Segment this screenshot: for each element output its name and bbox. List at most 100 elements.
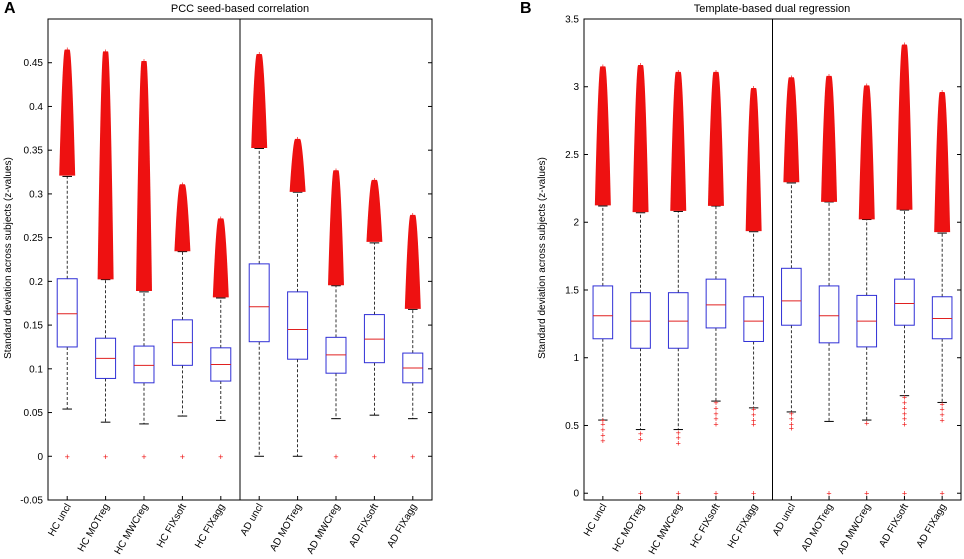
outlier-band-upper xyxy=(328,170,344,286)
outlier-marker: + xyxy=(180,191,185,201)
outlier-marker: + xyxy=(333,177,338,187)
outlier-marker: + xyxy=(751,89,756,99)
y-tick-label: -0.05 xyxy=(20,496,43,507)
outlier-marker-low: + xyxy=(751,410,756,420)
y-tick-label: 1.5 xyxy=(565,285,579,296)
box-iqr xyxy=(743,296,764,342)
outlier-marker: + xyxy=(257,49,262,59)
outlier-band-upper xyxy=(251,53,268,148)
y-tick-label: 0.05 xyxy=(24,408,44,419)
y-tick-label: 0 xyxy=(37,452,43,463)
outlier-marker: + xyxy=(65,45,70,55)
outlier-marker-low: + xyxy=(410,452,415,462)
outlier-marker: + xyxy=(372,187,377,197)
box-iqr xyxy=(781,267,802,326)
outlier-marker: + xyxy=(180,186,185,196)
y-tick-label: 0.3 xyxy=(29,189,43,200)
outlier-marker-low: + xyxy=(864,418,869,428)
outlier-marker: + xyxy=(713,79,718,89)
outlier-band-upper xyxy=(858,85,875,220)
outlier-marker-low: + xyxy=(902,393,907,403)
outlier-marker: + xyxy=(141,56,146,66)
outlier-marker: + xyxy=(257,55,262,65)
panel-letter-a: A xyxy=(4,0,16,17)
x-tick-label: HC MOTreg xyxy=(611,502,647,554)
outlier-band-upper xyxy=(707,71,724,206)
outlier-marker: + xyxy=(638,66,643,76)
outlier-marker: + xyxy=(333,172,338,182)
outlier-marker-low: + xyxy=(751,416,756,426)
outlier-marker: + xyxy=(141,68,146,78)
outlier-band-upper xyxy=(366,179,383,242)
box-iqr xyxy=(248,263,270,343)
outlier-marker: + xyxy=(826,71,831,81)
outlier-marker: + xyxy=(676,79,681,89)
outlier-marker: + xyxy=(751,84,756,94)
x-tick-label: AD uncl xyxy=(771,502,798,538)
outlier-marker: + xyxy=(600,68,605,78)
y-tick-label: 2 xyxy=(573,218,579,229)
y-tick-label: 0 xyxy=(573,489,579,500)
outlier-marker: + xyxy=(333,166,338,176)
outlier-marker-low: + xyxy=(902,420,907,430)
outlier-band-upper xyxy=(97,51,114,280)
outlier-marker-low: + xyxy=(638,489,643,499)
outlier-marker-low: + xyxy=(65,452,70,462)
outlier-marker-low: + xyxy=(600,420,605,430)
outlier-marker-low: + xyxy=(902,398,907,408)
outlier-marker: + xyxy=(789,84,794,94)
outlier-marker: + xyxy=(218,225,223,235)
y-tick-label: 0.5 xyxy=(565,421,579,432)
outlier-marker-low: + xyxy=(676,428,681,438)
outlier-marker-low: + xyxy=(902,409,907,419)
outlier-marker-low: + xyxy=(864,489,869,499)
outlier-marker: + xyxy=(257,61,262,71)
outlier-marker-low: + xyxy=(826,489,831,499)
outlier-band-upper xyxy=(404,214,421,309)
chart-title: Template-based dual regression xyxy=(694,3,851,15)
outlier-band-upper xyxy=(174,184,191,252)
outlier-marker-low: + xyxy=(600,416,605,426)
outlier-marker-low: + xyxy=(676,489,681,499)
chart-title: PCC seed-based correlation xyxy=(171,3,309,15)
outlier-marker: + xyxy=(372,175,377,185)
panel-letter-b: B xyxy=(520,0,532,17)
box-iqr xyxy=(630,292,651,349)
outlier-marker: + xyxy=(295,134,300,144)
outlier-marker: + xyxy=(864,87,869,97)
outlier-marker: + xyxy=(789,73,794,83)
outlier-marker-low: + xyxy=(372,452,377,462)
outlier-marker-low: + xyxy=(638,435,643,445)
outlier-marker-low: + xyxy=(218,452,223,462)
outlier-marker: + xyxy=(713,67,718,77)
outlier-marker-low: + xyxy=(141,452,146,462)
x-tick-label: HC FIXsoft xyxy=(689,502,723,550)
outlier-marker-low: + xyxy=(789,409,794,419)
y-tick-label: 0.15 xyxy=(24,321,44,332)
outlier-band-upper xyxy=(632,65,649,213)
outlier-marker-low: + xyxy=(789,414,794,424)
y-tick-label: 0.25 xyxy=(24,233,44,244)
y-tick-label: 0.2 xyxy=(29,277,43,288)
outlier-marker: + xyxy=(940,88,945,98)
outlier-marker: + xyxy=(218,214,223,224)
y-axis-label: Standard deviation across subjects (z-va… xyxy=(3,157,14,359)
x-tick-label: AD MOTreg xyxy=(800,502,836,553)
x-tick-label: AD MWCreg xyxy=(836,502,874,556)
x-tick-label: AD FIXsoft xyxy=(877,502,911,550)
y-tick-label: 0.4 xyxy=(29,102,43,113)
outlier-marker-low: + xyxy=(902,414,907,424)
outlier-marker: + xyxy=(826,83,831,93)
outlier-marker-low: + xyxy=(713,398,718,408)
y-tick-label: 1 xyxy=(573,353,579,364)
outlier-band-upper xyxy=(59,49,76,176)
y-tick-label: 2.5 xyxy=(565,150,579,161)
outlier-marker-low: + xyxy=(902,489,907,499)
outlier-band-upper xyxy=(783,77,800,183)
box-iqr xyxy=(133,345,155,384)
outlier-band-upper xyxy=(670,71,687,211)
outlier-marker-low: + xyxy=(638,429,643,439)
outlier-marker-low: + xyxy=(751,405,756,415)
outlier-band-upper xyxy=(745,88,762,232)
